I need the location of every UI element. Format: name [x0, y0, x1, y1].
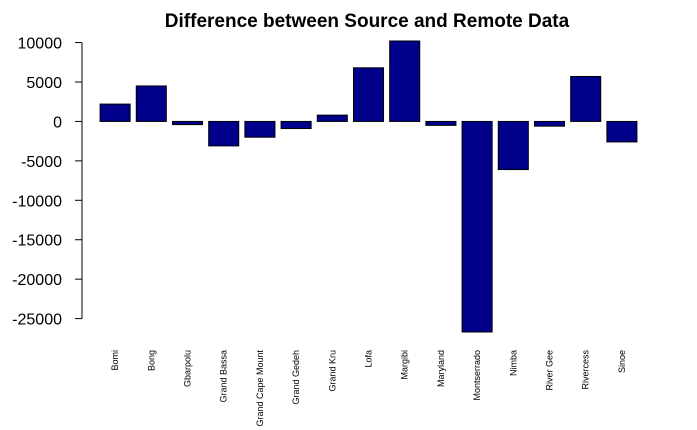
- y-tick-label: -5000: [21, 154, 62, 171]
- bar-nimba: [497, 120, 529, 171]
- y-tick-label: -15000: [12, 233, 62, 250]
- x-tick-label: Grand Bassa: [219, 350, 229, 403]
- x-tick-label: River Gee: [545, 350, 555, 391]
- y-axis: 10000 5000 0 -5000 -10000 -15000 -20000 -25000: [12, 36, 83, 329]
- bar-bomi: [99, 103, 131, 122]
- y-tick-label: -20000: [12, 272, 62, 289]
- y-tick-label: 5000: [26, 75, 62, 92]
- x-tick-label: Rivercess: [581, 350, 591, 390]
- bar-gbarpolu: [171, 120, 204, 126]
- x-tick-label: Grand Kru: [327, 350, 337, 392]
- bar-bong: [135, 85, 167, 122]
- x-tick-label: Margibi: [400, 350, 410, 380]
- y-tick-label: -10000: [12, 193, 62, 210]
- bar-grand-kru: [316, 114, 348, 122]
- x-tick-label: Grand Cape Mount: [255, 350, 265, 427]
- bar-grand-bassa: [208, 120, 240, 147]
- x-tick-label: Bong: [146, 350, 156, 371]
- x-tick-label: Grand Gedeh: [291, 350, 301, 405]
- bar-river-gee: [533, 120, 566, 127]
- bar-grand-gedeh: [280, 120, 312, 130]
- x-tick-label: Maryland: [436, 350, 446, 387]
- bar-sinoe: [606, 120, 638, 143]
- y-tick-label: 0: [53, 114, 62, 131]
- bar-lofa: [352, 67, 385, 122]
- bar-maryland: [425, 120, 457, 126]
- bar-rivercess: [570, 75, 602, 122]
- x-tick-label: Gbarpolu: [183, 350, 193, 387]
- x-tick-label: Bomi: [110, 350, 120, 371]
- y-tick-label: 10000: [18, 36, 63, 53]
- x-tick-label: Sinoe: [617, 350, 627, 373]
- chart-title: Difference between Source and Remote Dat…: [165, 11, 570, 32]
- bar-grand-cape-mount: [244, 120, 276, 138]
- y-tick-label: -25000: [12, 312, 62, 329]
- bar-margibi: [389, 40, 421, 122]
- x-tick-labels: Bomi Bong Gbarpolu Grand Bassa Grand Cape Mo…: [110, 350, 627, 427]
- bar-montserrado: [461, 120, 493, 333]
- x-tick-label: Montserrado: [472, 350, 482, 401]
- bars-group: [99, 40, 638, 333]
- x-tick-label: Nimba: [508, 350, 518, 376]
- x-tick-label: Lofa: [364, 350, 374, 368]
